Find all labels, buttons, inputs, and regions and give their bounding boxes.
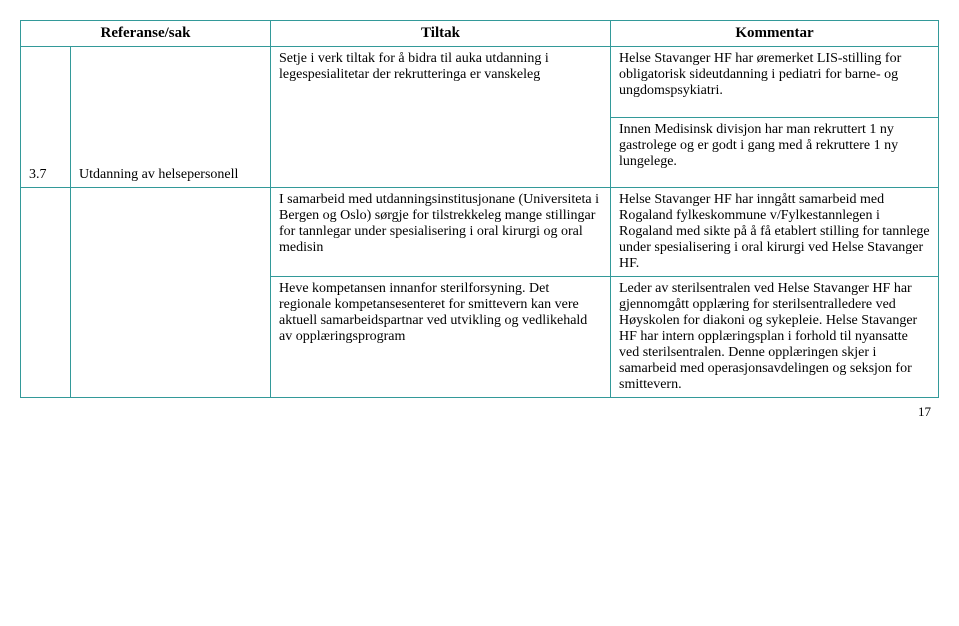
table-row: 3.7 Utdanning av helsepersonell Setje i … — [21, 47, 939, 118]
tiltak-cell: Setje i verk tiltak for å bidra til auka… — [271, 47, 611, 188]
ref-text-cell: Utdanning av helsepersonell — [71, 47, 271, 188]
document-table: Referanse/sak Tiltak Kommentar 3.7 Utdan… — [20, 20, 939, 398]
kommentar-cell: Helse Stavanger HF har øremerket LIS-sti… — [611, 47, 939, 118]
header-referanse: Referanse/sak — [21, 21, 271, 47]
ref-number-cell: 3.7 — [21, 47, 71, 188]
table-row: I samarbeid med utdanningsinstitusjonane… — [21, 188, 939, 277]
kommentar-cell: Leder av sterilsentralen ved Helse Stava… — [611, 277, 939, 398]
table-header-row: Referanse/sak Tiltak Kommentar — [21, 21, 939, 47]
header-kommentar: Kommentar — [611, 21, 939, 47]
tiltak-cell: I samarbeid med utdanningsinstitusjonane… — [271, 188, 611, 277]
ref-number-cell — [21, 188, 71, 398]
kommentar-cell: Helse Stavanger HF har inngått samarbeid… — [611, 188, 939, 277]
header-tiltak: Tiltak — [271, 21, 611, 47]
tiltak-cell: Heve kompetansen innanfor sterilforsynin… — [271, 277, 611, 398]
page-number: 17 — [20, 404, 939, 420]
ref-text-cell — [71, 188, 271, 398]
kommentar-cell: Innen Medisinsk divisjon har man rekrutt… — [611, 117, 939, 188]
